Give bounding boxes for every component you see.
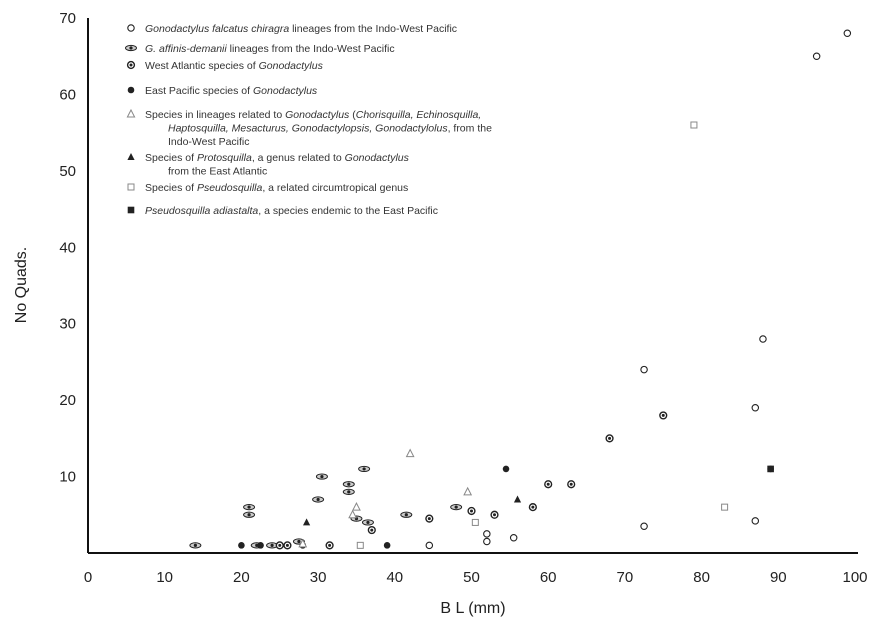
data-point [483,537,491,546]
x-tick-label: 40 [386,569,403,586]
data-point [243,511,256,518]
data-point [605,434,614,443]
axes [87,18,858,554]
x-tick-label: 20 [233,569,250,586]
data-point [302,518,311,526]
data-point [502,465,510,473]
data-point [361,519,374,526]
data-points [189,29,852,550]
legend-label: Gonodactylus falcatus chiragra lineages … [145,23,457,35]
data-point [238,542,245,549]
x-axis-title: B L (mm) [440,600,505,617]
data-point [640,522,648,531]
x-tick-label: 30 [310,569,327,586]
data-point [352,502,361,511]
data-point [467,506,476,516]
data-point [490,510,499,519]
data-point [342,481,355,488]
legend: Gonodactylus falcatus chiragra lineages … [125,23,492,217]
tick-labels: 0 10 20 30 40 50 60 70 80 90 100 10 20 30 40 50 60 70 [59,10,867,586]
data-point [356,541,364,549]
data-point [509,533,518,542]
data-point [315,473,328,480]
x-tick-label: 60 [540,569,557,586]
data-point [751,404,760,412]
data-point [528,503,537,512]
data-point [383,542,391,549]
data-point [425,541,434,550]
y-tick-label: 30 [59,316,76,333]
legend-marker [127,24,135,32]
y-tick-label: 40 [59,239,76,256]
legend-label: Species in lineages related to Gonodacty… [145,109,481,121]
x-tick-label: 10 [156,569,173,586]
legend-marker [127,183,135,191]
data-point [348,509,358,519]
data-point [275,541,284,550]
data-point [243,504,256,511]
data-point [483,530,491,538]
legend-label: Pseudosquilla adiastalta, a species ende… [145,205,438,217]
x-tick-label: 70 [617,569,634,586]
data-point [283,541,292,550]
data-point [325,541,334,550]
legend-marker [126,60,136,70]
legend-marker [125,44,137,52]
y-tick-label: 20 [59,392,76,409]
data-point [843,29,852,38]
data-point [400,511,413,518]
y-axis-title: No Quads. [13,247,30,323]
data-point [367,525,376,535]
legend-marker [126,108,136,118]
data-point [342,488,355,495]
data-point [659,411,668,420]
legend-label-continued: Indo-West Pacific [168,136,250,148]
x-tick-label: 90 [770,569,787,586]
data-point [767,465,774,473]
x-tick-label: 50 [463,569,480,586]
x-tick-label: 0 [84,569,92,586]
y-tick-label: 50 [59,163,76,180]
y-tick-label: 60 [59,86,76,103]
legend-marker [127,153,135,160]
legend-marker [127,86,135,94]
data-point [567,480,576,489]
data-point [358,465,371,473]
x-tick-label: 80 [693,569,710,586]
data-point [751,517,760,525]
data-point [513,495,522,503]
data-point [759,335,767,343]
y-tick-label: 10 [59,469,76,486]
y-tick-label: 70 [59,10,76,27]
legend-label-continued: from the East Atlantic [168,166,267,178]
data-point [405,448,415,458]
legend-label-continued: Haptosquilla, Mesacturus, Gonodactylopsi… [168,123,492,135]
data-point [312,496,325,503]
data-point [189,542,202,549]
x-tick-label: 100 [842,569,867,586]
data-point [721,503,729,511]
data-point [812,52,821,60]
data-point [298,538,308,548]
data-point [544,480,553,489]
legend-label: West Atlantic species of Gonodactylus [145,60,324,72]
legend-label: Species of Pseudosquilla, a related circ… [145,182,408,194]
data-point [640,365,648,374]
legend-marker [127,206,135,214]
data-point [257,542,264,549]
data-point [690,121,698,129]
legend-label: G. affinis-demanii lineages from the Ind… [145,43,395,55]
legend-label: East Pacific species of Gonodactylus [145,85,318,97]
legend-label: Species of Protosquilla, a genus related… [145,152,410,164]
data-point [463,486,473,496]
data-point [425,514,434,523]
data-point [471,518,479,526]
data-point [450,504,463,511]
